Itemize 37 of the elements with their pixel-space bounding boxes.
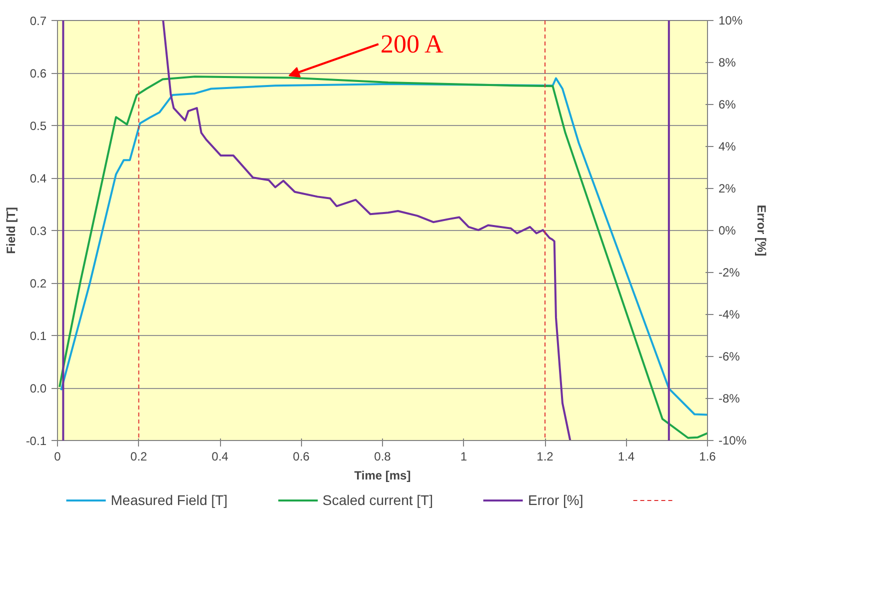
y-tick-label: -0.1: [26, 434, 47, 448]
y-tick-label: 0.5: [30, 119, 47, 133]
y2-tick-label: -2%: [718, 266, 740, 280]
y2-tick-label: 4%: [718, 140, 736, 154]
x-tick-label: 0.6: [292, 450, 310, 464]
x-tick-label: 1.2: [536, 450, 554, 464]
y-tick-label: 0.1: [30, 329, 47, 343]
y-tick-label: 0.0: [30, 382, 47, 396]
x-tick-label: 0.8: [374, 450, 392, 464]
y2-tick-label: -6%: [718, 350, 740, 364]
y-tick-label: 0.4: [30, 172, 47, 186]
legend-label: Error [%]: [528, 492, 584, 508]
x-tick-label: 0.2: [130, 450, 148, 464]
y-tick-label: 0.7: [30, 14, 47, 28]
x-tick-label: 1: [460, 450, 468, 464]
x-tick-label: 0: [54, 450, 62, 464]
y2-tick-label: 8%: [718, 56, 736, 70]
y2-tick-label: -8%: [718, 392, 740, 406]
y-axis-title: Field [T]: [4, 207, 18, 254]
line-series: [162, 20, 572, 440]
y-tick-label: 0.3: [30, 224, 47, 238]
x-tick-label: 0.4: [212, 450, 229, 464]
x-tick-label: 1.4: [618, 450, 635, 464]
y-tick-label: 0.6: [30, 66, 47, 80]
y2-tick-label: 2%: [718, 182, 736, 196]
y2-tick-label: -4%: [718, 308, 740, 322]
y2-axis-title: Error [%]: [754, 204, 769, 256]
legend-label: Measured Field [T]: [110, 492, 228, 508]
y2-tick-label: -10%: [718, 434, 747, 448]
x-axis-title: Time [ms]: [354, 468, 411, 482]
y2-tick-label: 0%: [718, 224, 736, 238]
legend-label: Scaled current [T]: [322, 492, 433, 508]
y2-tick-label: 10%: [718, 14, 743, 28]
annotation: 200 A: [380, 30, 444, 59]
y-tick-label: 0.2: [30, 276, 47, 290]
y2-tick-label: 6%: [718, 98, 736, 112]
x-tick-label: 1.6: [699, 450, 716, 464]
